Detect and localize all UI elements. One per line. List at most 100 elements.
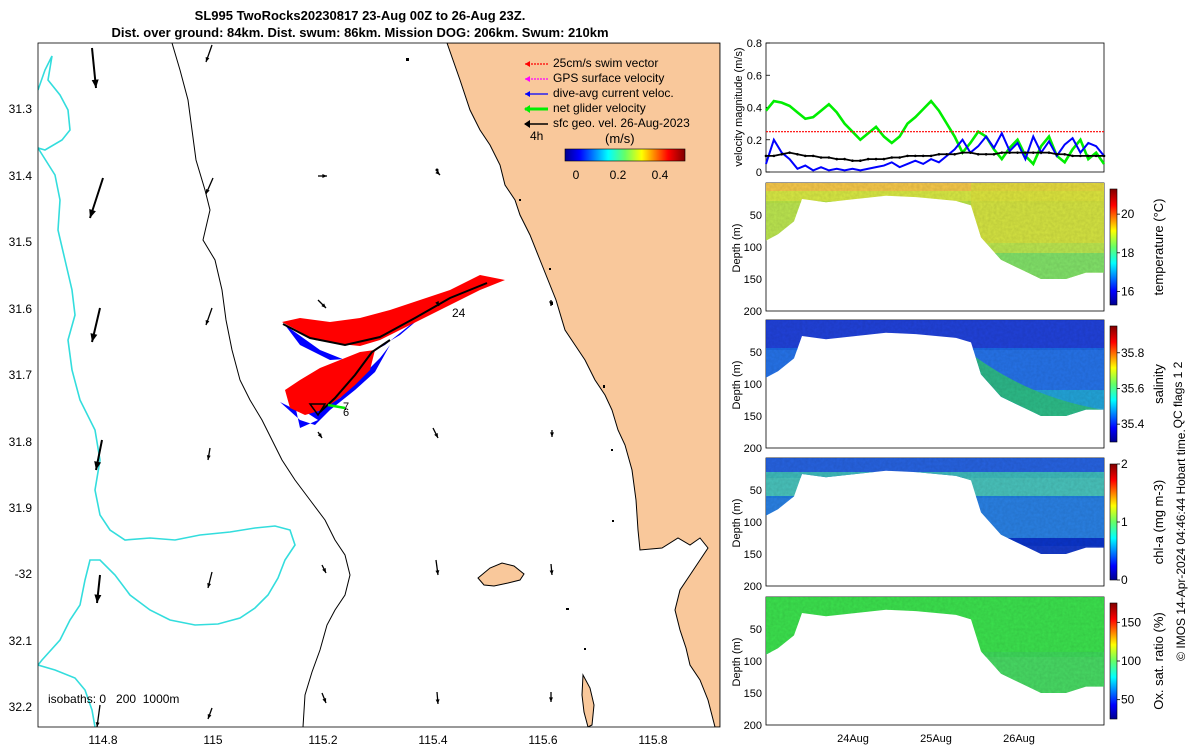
geo-velocity-point [859,159,862,163]
geo-velocity-point [929,154,933,158]
rottnest-island [477,562,525,587]
depth-tick: 100 [744,379,762,391]
geo-velocity-point [969,151,972,154]
geo-arrow [205,177,214,195]
geo-arrow [435,559,440,576]
depth-tick: 50 [750,485,762,497]
depth-tick: 200 [744,306,762,318]
depth-tick: 150 [744,549,762,561]
velocity-y-tick: 0.4 [747,103,762,115]
geo-velocity-point [811,154,815,158]
y-tick-32.2: 32.2 [9,700,33,714]
colorbar-tick: 1 [1121,515,1128,529]
geo-velocity-point [898,156,901,159]
time-scale-label: 4h [530,129,543,143]
geo-arrow [94,574,102,604]
net-glider-velocity [327,403,346,410]
geo-arrow [205,44,213,63]
isobath-1000m-b [38,664,96,727]
velocity-ylabel: velocity magnitude (m/s) [733,47,745,166]
colorbar-tick: 18 [1121,246,1135,260]
x-tick-115: 115 [203,733,222,747]
velocity-series [764,99,1106,172]
geo-velocity-point [780,152,784,156]
geo-arrow [549,300,553,306]
geo-velocity-point [796,152,799,156]
geo-arrow [207,571,213,589]
section-chl-a: 50 100 150 200 Depth (m) 0 1 2 chl-a (mg m-3) [731,457,1166,593]
velocity-line-dive-avg-current-veloc- [765,131,1105,172]
y-tick-31.6: 31.6 [9,302,33,316]
geo-velocity-point [1024,151,1027,154]
geo-velocity-point [843,157,846,161]
colorbar-tick-0: 0 [573,168,580,182]
depth-tick: 200 [744,581,762,593]
geo-velocity-point [945,152,949,156]
geo-arrow [207,707,213,720]
legend-swim-vector: 25cm/s swim vector [553,56,658,70]
colorbar-tick: 150 [1121,615,1141,629]
depth-tick: 50 [750,624,762,636]
velocity-line-net-glider-velocity [764,99,1106,167]
colorbar-tick: 35.4 [1121,417,1145,431]
geo-velocity-point [1008,151,1011,154]
geo-velocity-point [1071,154,1074,158]
velocity-y-ticks: 0 0.2 0.4 0.6 0.8 [747,38,770,179]
geo-velocity-point [890,156,894,159]
geo-velocity-point [1031,151,1035,154]
geo-velocity-point [906,154,909,158]
legend-gps-velocity: GPS surface velocity [553,71,664,85]
geo-velocity-point [1102,154,1106,158]
geo-velocity-point [819,156,823,159]
geo-arrow [90,307,101,343]
geo-arrow [94,439,103,471]
geo-velocity-point [835,157,839,161]
geo-velocity-point [992,152,996,156]
geo-arrow [549,692,553,702]
geo-velocity-point [764,154,768,158]
section-x-axis: 24Aug 25Aug 26Aug [837,733,1035,745]
map-x-axis: 114.8 115 115.2 115.4 115.6 115.8 [88,733,667,747]
section-colorbar [1109,463,1118,581]
title-line-1: SL995 TwoRocks20230817 23-Aug 00Z to 26-… [194,8,526,23]
legend-geo-velocity: sfc geo. vel. 26-Aug-2023 [553,116,690,130]
y-tick-31.7: 31.7 [9,368,33,382]
geo-velocity-point [953,152,956,156]
colorbar-tick: 16 [1121,284,1135,298]
colorbar-tick: 100 [1121,654,1141,668]
x-tick-115.8: 115.8 [638,733,667,747]
y-tick-31.3: 31.3 [9,102,33,116]
geo-velocity-point [984,152,988,156]
geo-velocity-point [882,157,886,161]
isobath-1000m [38,55,296,666]
track-line [282,282,488,413]
geo-velocity-point [866,157,870,161]
velocity-y-tick: 0.8 [747,38,762,50]
depth-tick: 100 [744,242,762,254]
colorbar-tick-0.2: 0.2 [610,168,627,182]
title-line-2: Dist. over ground: 84km. Dist. swum: 86k… [111,25,609,40]
depth-tick: 150 [744,274,762,286]
depth-tick: 200 [744,443,762,455]
track-label-7: 7 [343,401,349,413]
colorbar-tick: 50 [1121,693,1135,707]
geo-velocity-point [1000,151,1004,154]
geo-velocity-point [937,152,941,156]
map-frame [37,42,721,728]
geo-arrow [206,447,211,461]
glider-track [280,275,505,428]
geo-arrow [435,170,441,176]
geo-arrow [549,563,554,576]
geo-arrow [205,307,213,326]
section-colorbar [1109,188,1118,306]
geo-arrow [435,301,440,307]
geo-arrow [321,564,327,574]
y-tick-31.4: 31.4 [9,169,33,183]
depth-tick: 150 [744,411,762,423]
geo-velocity-point [772,154,776,158]
y-tick-32.1: 32.1 [9,634,33,648]
geo-velocity-point [976,152,980,156]
swim-vector-patches [282,275,505,415]
track-start-marker [308,403,327,417]
y-tick-32: -32 [15,567,33,581]
